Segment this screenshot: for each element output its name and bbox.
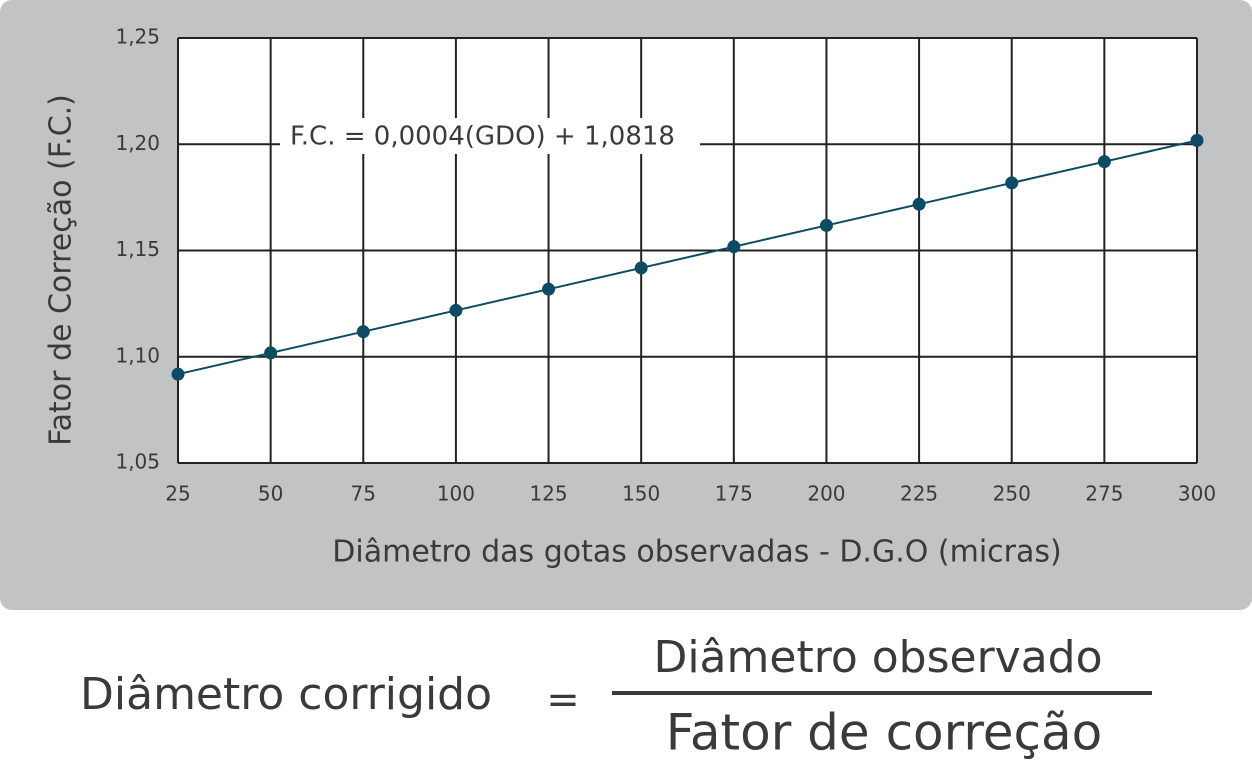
- x-tick-label: 125: [529, 482, 567, 506]
- data-point: [634, 261, 648, 275]
- formula-denominator: Fator de correção: [666, 704, 1103, 762]
- data-point: [449, 303, 463, 317]
- formula-lhs: Diâmetro corrigido: [80, 669, 492, 720]
- annotation-bg: [280, 118, 700, 154]
- data-point: [356, 325, 370, 339]
- data-point: [912, 197, 926, 211]
- y-tick-label: 1,20: [115, 131, 160, 155]
- data-line: [177, 139, 1198, 376]
- x-tick-label: 300: [1178, 482, 1216, 506]
- data-point: [264, 346, 278, 360]
- data-point: [542, 282, 556, 296]
- x-tick-label: 250: [993, 482, 1031, 506]
- y-tick-label: 1,10: [115, 343, 160, 367]
- x-tick-label: 50: [258, 482, 283, 506]
- y-tick-label: 1,15: [115, 237, 160, 261]
- x-tick-label: 225: [900, 482, 938, 506]
- y-axis-title: Fator de Correção (F.C.): [44, 94, 79, 446]
- x-tick-label: 25: [165, 482, 190, 506]
- x-tick-label: 150: [622, 482, 660, 506]
- data-point: [1097, 155, 1111, 169]
- y-tick-label: 1,25: [115, 25, 160, 49]
- x-tick-label: 75: [351, 482, 376, 506]
- data-point: [727, 240, 741, 254]
- grid: [177, 37, 1198, 464]
- formula-numerator: Diâmetro observado: [653, 632, 1102, 683]
- x-tick-label: 275: [1085, 482, 1123, 506]
- x-tick-label: 100: [437, 482, 475, 506]
- annotation: F.C. = 0,0004(GDO) + 1,0818: [290, 122, 675, 152]
- y-tick-label: 1,05: [115, 450, 160, 474]
- x-axis-title: Diâmetro das gotas observadas - D.G.O (m…: [332, 535, 1061, 570]
- data-point: [171, 367, 185, 381]
- data-point: [1190, 133, 1204, 147]
- marks: [171, 133, 1204, 381]
- x-tick-label: 175: [715, 482, 753, 506]
- data-point: [1005, 176, 1019, 190]
- data-point: [819, 218, 833, 232]
- formula-equals: =: [546, 677, 580, 723]
- x-tick-label: 200: [807, 482, 845, 506]
